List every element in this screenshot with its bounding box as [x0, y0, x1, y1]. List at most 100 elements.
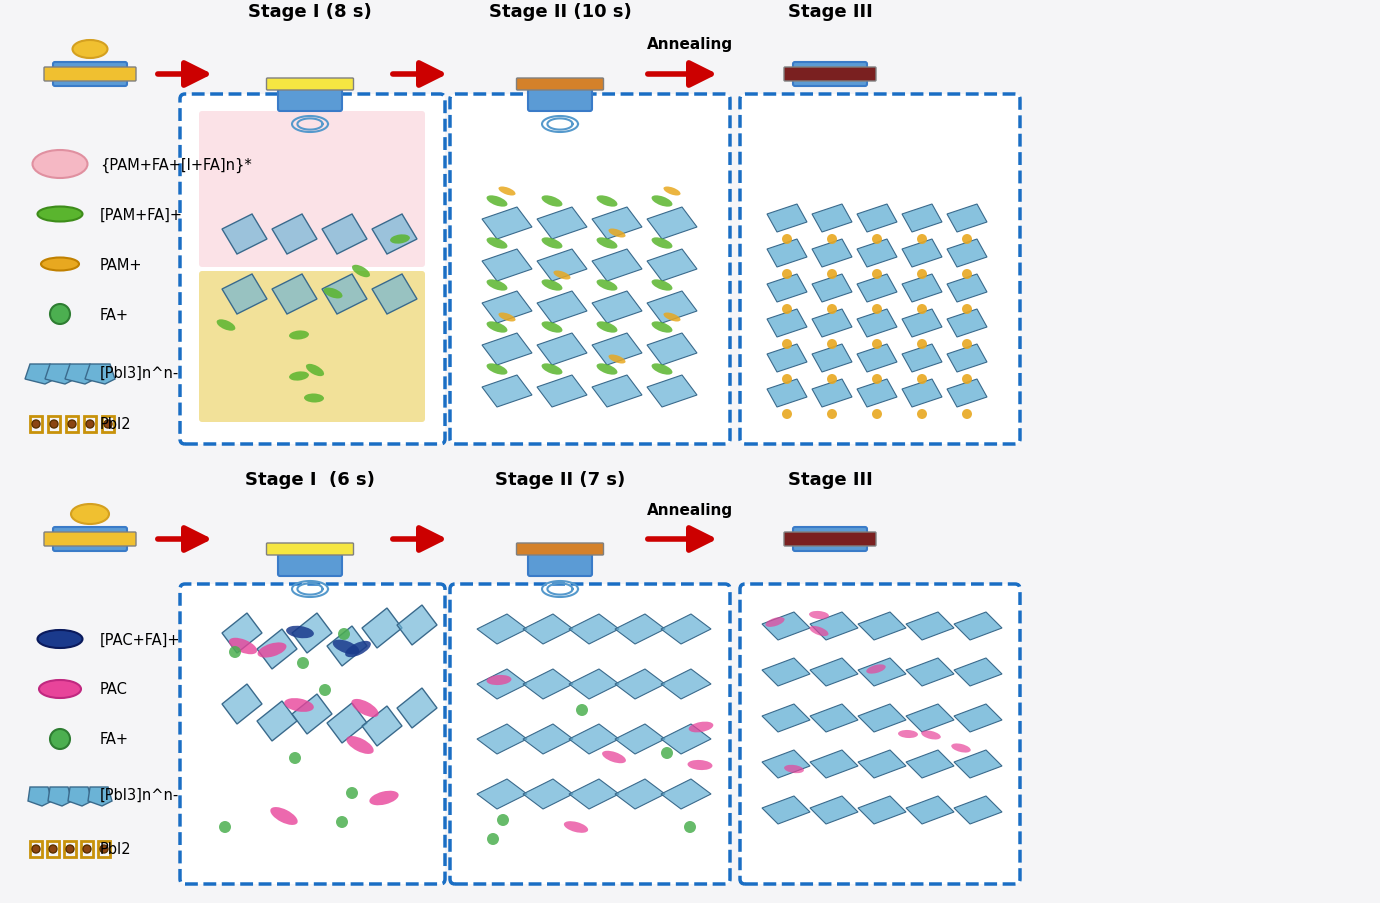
- Ellipse shape: [258, 643, 287, 658]
- Circle shape: [68, 421, 76, 429]
- FancyBboxPatch shape: [52, 63, 127, 87]
- Text: Stage I (8 s): Stage I (8 s): [248, 3, 371, 21]
- Circle shape: [782, 375, 792, 385]
- Polygon shape: [661, 614, 711, 644]
- Polygon shape: [362, 609, 402, 648]
- Circle shape: [346, 787, 357, 799]
- Polygon shape: [257, 629, 297, 669]
- Ellipse shape: [784, 765, 805, 773]
- Ellipse shape: [391, 235, 410, 245]
- Polygon shape: [858, 704, 907, 732]
- Circle shape: [83, 845, 91, 853]
- Text: Stage III: Stage III: [788, 470, 872, 489]
- Circle shape: [916, 410, 927, 420]
- Polygon shape: [537, 208, 586, 239]
- Polygon shape: [272, 215, 317, 255]
- Ellipse shape: [487, 675, 512, 685]
- Ellipse shape: [596, 364, 617, 376]
- Polygon shape: [907, 796, 954, 824]
- Circle shape: [962, 304, 972, 314]
- Polygon shape: [68, 787, 92, 806]
- Ellipse shape: [951, 743, 970, 753]
- Ellipse shape: [541, 280, 563, 292]
- Ellipse shape: [596, 322, 617, 333]
- Circle shape: [962, 375, 972, 385]
- Polygon shape: [537, 376, 586, 407]
- Polygon shape: [857, 310, 897, 338]
- Circle shape: [684, 821, 696, 833]
- Polygon shape: [362, 706, 402, 746]
- Ellipse shape: [867, 665, 886, 674]
- Polygon shape: [569, 724, 620, 754]
- FancyBboxPatch shape: [516, 79, 603, 91]
- Circle shape: [962, 235, 972, 245]
- Polygon shape: [373, 215, 417, 255]
- Text: [PbI3]n^n-: [PbI3]n^n-: [99, 365, 179, 380]
- FancyBboxPatch shape: [450, 584, 730, 884]
- Circle shape: [872, 304, 882, 314]
- Circle shape: [962, 410, 972, 420]
- Circle shape: [50, 845, 57, 853]
- Text: PAC: PAC: [99, 682, 128, 697]
- Text: PbI2: PbI2: [99, 842, 131, 857]
- Ellipse shape: [651, 238, 672, 249]
- Polygon shape: [25, 365, 55, 385]
- Polygon shape: [903, 239, 943, 267]
- Polygon shape: [767, 205, 807, 233]
- Ellipse shape: [687, 760, 712, 770]
- Ellipse shape: [70, 505, 109, 525]
- Text: PAM+: PAM+: [99, 257, 142, 272]
- Text: Stage III: Stage III: [788, 3, 872, 21]
- Polygon shape: [811, 205, 851, 233]
- Polygon shape: [661, 779, 711, 809]
- Ellipse shape: [541, 364, 563, 376]
- FancyBboxPatch shape: [44, 533, 137, 546]
- Ellipse shape: [370, 791, 399, 805]
- Ellipse shape: [898, 731, 918, 739]
- Ellipse shape: [346, 736, 374, 754]
- Circle shape: [827, 375, 838, 385]
- Circle shape: [782, 340, 792, 349]
- Polygon shape: [857, 205, 897, 233]
- Polygon shape: [810, 658, 858, 686]
- Ellipse shape: [270, 807, 298, 825]
- Text: [PAM+FA]+: [PAM+FA]+: [99, 208, 184, 222]
- Circle shape: [916, 270, 927, 280]
- Polygon shape: [903, 205, 943, 233]
- FancyBboxPatch shape: [450, 95, 730, 444]
- Circle shape: [66, 845, 75, 853]
- Polygon shape: [954, 658, 1002, 686]
- Polygon shape: [647, 292, 697, 323]
- Polygon shape: [615, 669, 665, 699]
- Circle shape: [782, 235, 792, 245]
- Ellipse shape: [304, 394, 324, 403]
- Ellipse shape: [284, 698, 313, 712]
- Polygon shape: [477, 614, 527, 644]
- Ellipse shape: [809, 611, 829, 619]
- Circle shape: [297, 657, 309, 669]
- Circle shape: [487, 833, 500, 845]
- Polygon shape: [482, 333, 533, 366]
- Polygon shape: [46, 365, 75, 385]
- Polygon shape: [811, 239, 851, 267]
- FancyBboxPatch shape: [516, 544, 603, 555]
- Polygon shape: [762, 796, 810, 824]
- Polygon shape: [88, 787, 112, 806]
- FancyBboxPatch shape: [784, 68, 876, 82]
- Circle shape: [229, 647, 242, 658]
- Polygon shape: [947, 345, 987, 373]
- Circle shape: [219, 821, 230, 833]
- Polygon shape: [903, 379, 943, 407]
- Polygon shape: [293, 694, 333, 734]
- Ellipse shape: [217, 320, 236, 331]
- Ellipse shape: [37, 208, 83, 222]
- Ellipse shape: [33, 151, 87, 179]
- Circle shape: [916, 375, 927, 385]
- Circle shape: [661, 747, 673, 759]
- Text: FA+: FA+: [99, 731, 128, 747]
- Polygon shape: [811, 379, 851, 407]
- Polygon shape: [661, 669, 711, 699]
- Ellipse shape: [541, 322, 563, 333]
- Polygon shape: [222, 613, 262, 653]
- Text: PbI2: PbI2: [99, 417, 131, 432]
